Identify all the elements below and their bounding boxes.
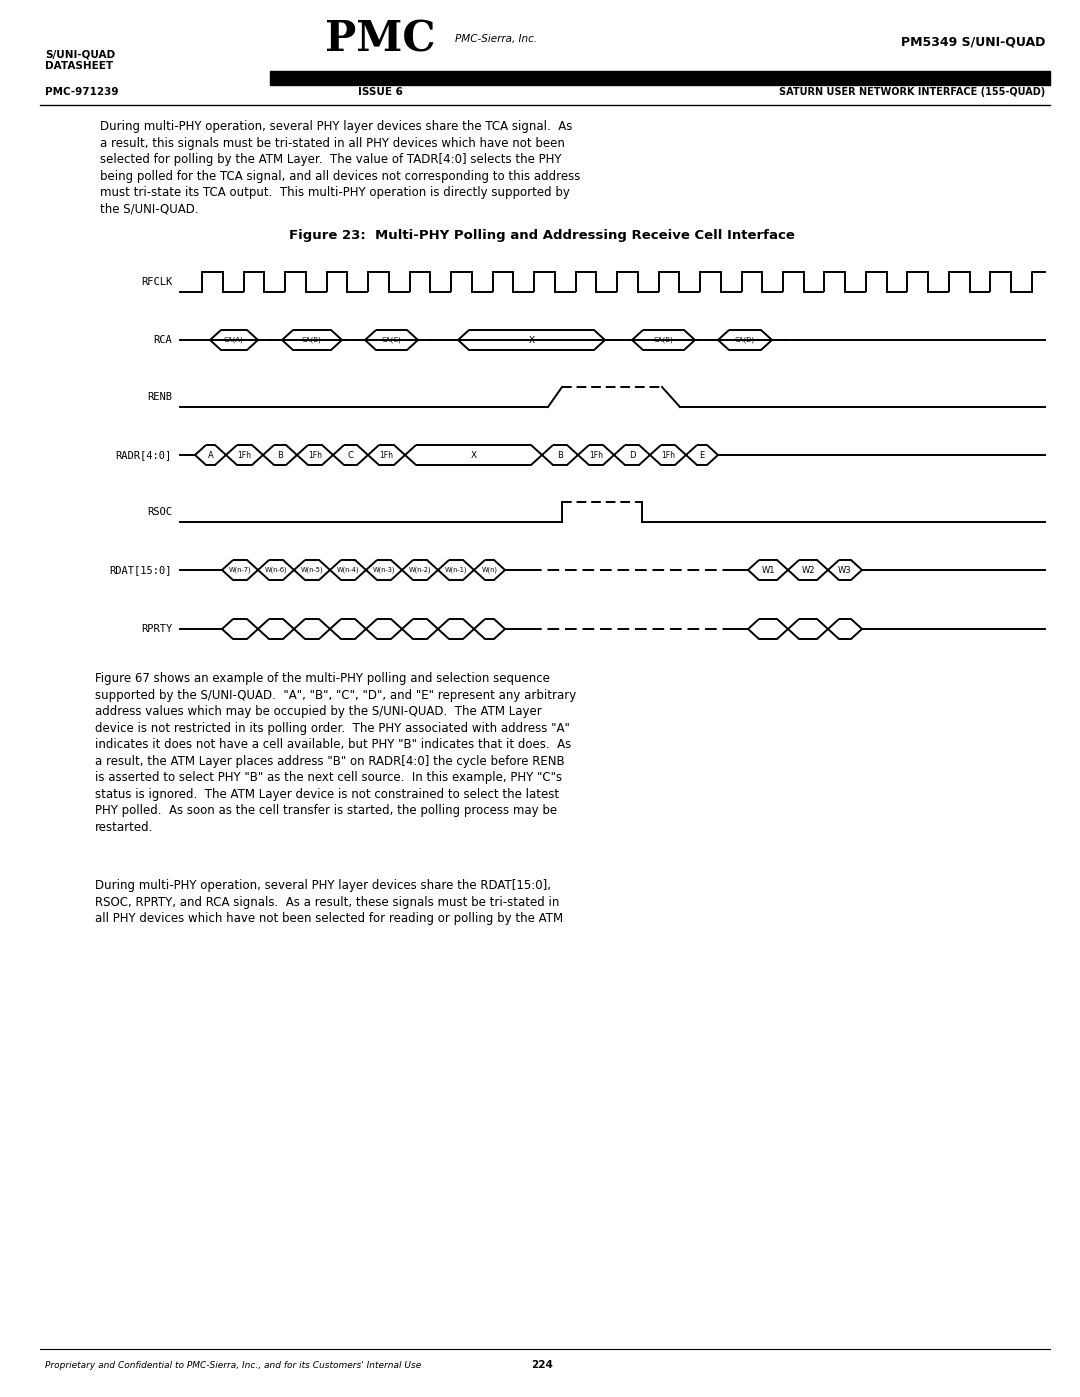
- Text: PMC: PMC: [325, 18, 435, 60]
- Text: RPRTY: RPRTY: [140, 624, 172, 634]
- Text: 1Fh: 1Fh: [238, 450, 252, 460]
- Text: DATASHEET: DATASHEET: [45, 61, 113, 71]
- Text: W(n-7): W(n-7): [229, 567, 252, 573]
- Text: C: C: [348, 450, 353, 460]
- Text: Figure 67 shows an example of the multi-PHY polling and selection sequence
suppo: Figure 67 shows an example of the multi-…: [95, 672, 577, 834]
- Text: PMC-971239: PMC-971239: [45, 87, 119, 96]
- Text: CA(B): CA(B): [653, 337, 673, 344]
- Text: W1: W1: [761, 566, 774, 574]
- Text: W(n-2): W(n-2): [408, 567, 431, 573]
- Text: A: A: [207, 450, 214, 460]
- Text: CA(B): CA(B): [302, 337, 322, 344]
- Text: During multi-PHY operation, several PHY layer devices share the TCA signal.  As
: During multi-PHY operation, several PHY …: [100, 120, 580, 215]
- Text: CA(A): CA(A): [225, 337, 244, 344]
- Text: W(n-3): W(n-3): [373, 567, 395, 573]
- Text: W3: W3: [838, 566, 852, 574]
- Text: W(n-5): W(n-5): [300, 567, 323, 573]
- Text: 1Fh: 1Fh: [379, 450, 393, 460]
- Text: SATURN USER NETWORK INTERFACE (155-QUAD): SATURN USER NETWORK INTERFACE (155-QUAD): [779, 87, 1045, 96]
- Text: B: B: [557, 450, 563, 460]
- Text: PMC-Sierra, Inc.: PMC-Sierra, Inc.: [455, 34, 537, 43]
- Text: During multi-PHY operation, several PHY layer devices share the RDAT[15:0],
RSOC: During multi-PHY operation, several PHY …: [95, 879, 563, 925]
- Text: 1Fh: 1Fh: [589, 450, 603, 460]
- Text: RENB: RENB: [147, 393, 172, 402]
- Text: E: E: [700, 450, 704, 460]
- Text: ISSUE 6: ISSUE 6: [357, 87, 403, 96]
- Text: 224: 224: [531, 1361, 553, 1370]
- Text: 1Fh: 1Fh: [661, 450, 675, 460]
- Text: X: X: [528, 335, 535, 345]
- Text: 1Fh: 1Fh: [308, 450, 322, 460]
- Text: Proprietary and Confidential to PMC-Sierra, Inc., and for its Customers' Interna: Proprietary and Confidential to PMC-Sier…: [45, 1361, 421, 1369]
- Text: D: D: [629, 450, 635, 460]
- Text: RADR[4:0]: RADR[4:0]: [116, 450, 172, 460]
- Text: W2: W2: [801, 566, 814, 574]
- Text: CA(C): CA(C): [381, 337, 402, 344]
- Text: W(n-1): W(n-1): [445, 567, 468, 573]
- Text: RCA: RCA: [153, 335, 172, 345]
- Text: PM5349 S/UNI-QUAD: PM5349 S/UNI-QUAD: [901, 35, 1045, 49]
- Text: RFCLK: RFCLK: [140, 277, 172, 286]
- Text: RDAT[15:0]: RDAT[15:0]: [109, 564, 172, 576]
- Text: S/UNI-QUAD: S/UNI-QUAD: [45, 49, 116, 59]
- Text: W(n-4): W(n-4): [337, 567, 360, 573]
- Text: B: B: [278, 450, 283, 460]
- Text: X: X: [471, 450, 476, 460]
- Text: W(n-6): W(n-6): [265, 567, 287, 573]
- Text: Figure 23:  Multi-PHY Polling and Addressing Receive Cell Interface: Figure 23: Multi-PHY Polling and Address…: [289, 229, 795, 242]
- Text: RSOC: RSOC: [147, 507, 172, 517]
- Text: W(n): W(n): [482, 567, 498, 573]
- Text: CA(D): CA(D): [734, 337, 755, 344]
